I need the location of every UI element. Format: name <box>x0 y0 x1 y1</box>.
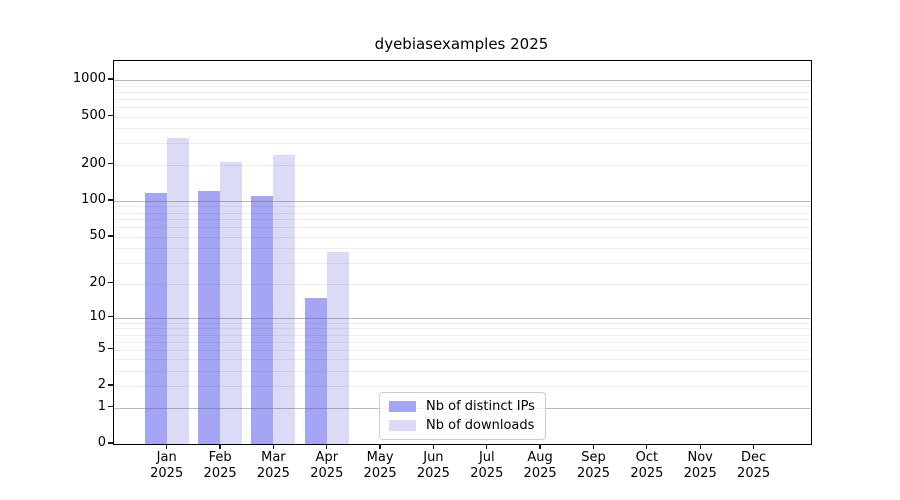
y-tick-label: 5 <box>97 340 106 356</box>
x-tick-mark <box>486 444 488 449</box>
x-tick-label: Oct 2025 <box>630 450 664 481</box>
x-tick-mark <box>646 444 648 449</box>
x-tick-mark <box>539 444 541 449</box>
minor-gridline <box>114 212 811 214</box>
x-tick-label: May 2025 <box>363 450 397 481</box>
minor-gridline <box>114 116 811 118</box>
minor-gridline <box>114 85 811 87</box>
y-tick-mark <box>108 405 113 408</box>
y-tick-label: 0 <box>97 435 106 450</box>
x-tick-label: Jun 2025 <box>416 450 450 481</box>
y-tick-label: 1 <box>97 398 106 414</box>
minor-gridline <box>114 341 811 343</box>
y-tick-label: 20 <box>89 274 106 290</box>
bar-nb-of-downloads-apr <box>326 252 349 444</box>
legend-label-downloads: Nb of downloads <box>426 418 535 433</box>
legend-item-downloads: Nb of downloads <box>389 418 535 433</box>
x-tick-label: Sep 2025 <box>576 450 611 481</box>
minor-gridline <box>114 359 811 361</box>
y-tick-label: 10 <box>89 308 106 324</box>
minor-gridline <box>114 219 811 221</box>
minor-gridline <box>114 236 811 238</box>
legend: Nb of distinct IPs Nb of downloads <box>379 392 546 440</box>
chart-title: dyebiasexamples 2025 <box>374 35 549 53</box>
x-tick-mark <box>432 444 435 449</box>
minor-gridline <box>114 164 811 166</box>
y-tick-mark <box>108 235 113 237</box>
minor-gridline <box>114 386 811 388</box>
y-tick-mark <box>108 347 113 350</box>
minor-gridline <box>114 248 811 250</box>
bar-nb-of-distinct-ips-apr <box>304 297 327 444</box>
y-tick-label: 200 <box>81 155 106 171</box>
bar-nb-of-downloads-mar <box>273 155 296 444</box>
y-tick-mark <box>108 316 113 318</box>
x-tick-mark <box>219 444 221 449</box>
minor-gridline <box>114 91 811 93</box>
major-gridline <box>114 200 811 202</box>
legend-swatch-downloads <box>389 420 416 431</box>
x-tick-label: Jan 2025 <box>150 450 184 481</box>
minor-gridline <box>114 263 811 265</box>
minor-gridline <box>114 334 811 336</box>
bar-nb-of-distinct-ips-jan <box>144 192 167 444</box>
y-tick-label: 50 <box>89 227 106 243</box>
major-gridline <box>114 317 811 319</box>
y-tick-mark <box>108 281 113 284</box>
x-tick-mark <box>326 444 328 449</box>
minor-gridline <box>114 128 811 130</box>
minor-gridline <box>114 283 811 285</box>
minor-gridline <box>114 227 811 229</box>
x-tick-label: Apr 2025 <box>310 450 344 481</box>
y-tick-mark <box>108 442 113 444</box>
y-tick-mark <box>108 199 113 201</box>
bar-nb-of-downloads-feb <box>220 161 243 444</box>
legend-item-distinct-ips: Nb of distinct IPs <box>389 399 535 414</box>
x-tick-mark <box>379 444 381 449</box>
y-tick-mark <box>108 78 113 80</box>
x-tick-mark <box>272 444 275 449</box>
x-tick-label: Mar 2025 <box>256 450 290 481</box>
bar-nb-of-downloads-jan <box>166 138 189 444</box>
legend-label-distinct-ips: Nb of distinct IPs <box>426 399 535 414</box>
major-gridline <box>114 80 811 81</box>
bar-nb-of-distinct-ips-feb <box>198 190 221 444</box>
x-tick-mark <box>699 444 701 449</box>
minor-gridline <box>114 106 811 108</box>
y-tick-label: 2 <box>97 377 106 393</box>
minor-gridline <box>114 206 811 208</box>
legend-swatch-distinct-ips <box>389 401 416 412</box>
x-tick-mark <box>166 444 168 449</box>
plot-area: Nb of distinct IPs Nb of downloads <box>113 60 812 445</box>
minor-gridline <box>114 328 811 330</box>
x-tick-label: Jul 2025 <box>470 450 504 481</box>
minor-gridline <box>114 143 811 145</box>
bar-nb-of-distinct-ips-mar <box>251 196 274 444</box>
minor-gridline <box>114 98 811 100</box>
x-tick-mark <box>592 444 595 449</box>
x-tick-label: Nov 2025 <box>683 450 717 481</box>
y-tick-mark <box>108 384 113 386</box>
x-tick-label: Dec 2025 <box>737 450 771 481</box>
minor-gridline <box>114 322 811 324</box>
x-tick-label: Feb 2025 <box>203 450 237 481</box>
x-tick-label: Aug 2025 <box>523 450 557 481</box>
y-tick-label: 100 <box>81 191 106 207</box>
minor-gridline <box>114 371 811 372</box>
x-tick-mark <box>752 444 755 449</box>
minor-gridline <box>114 349 811 351</box>
y-tick-label: 1000 <box>72 71 106 86</box>
y-tick-label: 500 <box>81 107 106 123</box>
y-tick-mark <box>108 114 113 117</box>
y-tick-mark <box>108 162 113 165</box>
